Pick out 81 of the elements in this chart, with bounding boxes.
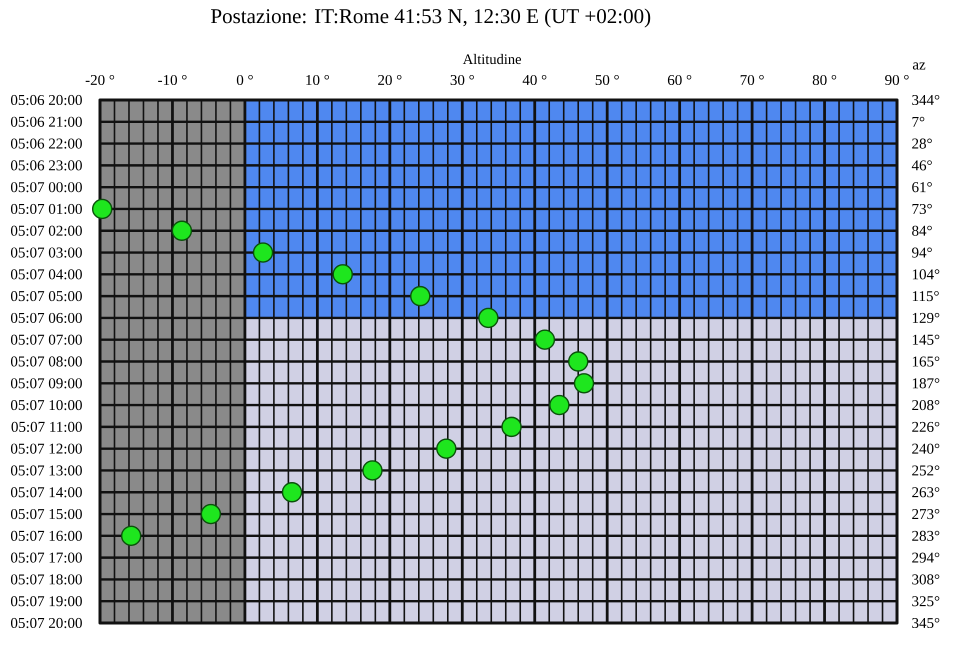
x-tick-label: 30 ° bbox=[450, 74, 474, 86]
y2-tick-label: 94° bbox=[912, 247, 932, 258]
point bbox=[436, 438, 457, 459]
y2-tick-label: 273° bbox=[912, 508, 940, 520]
y-tick-label: 05:06 20:00 bbox=[10, 94, 82, 106]
point bbox=[362, 460, 383, 481]
point bbox=[332, 264, 353, 285]
y2-tick-label: 187° bbox=[912, 378, 940, 388]
y2-tick-label: 226° bbox=[912, 422, 940, 432]
point bbox=[568, 351, 588, 372]
y-tick-label: 05:07 18:00 bbox=[10, 574, 82, 585]
y2-tick-label: 240° bbox=[912, 444, 940, 454]
x-axis-title: Altitudine bbox=[462, 54, 522, 64]
y-tick-label: 05:07 01:00 bbox=[10, 204, 82, 214]
point bbox=[410, 286, 430, 306]
y2-tick-label: 263° bbox=[912, 487, 940, 498]
y-tick-label: 05:07 04:00 bbox=[10, 269, 82, 280]
y2-tick-label: 104° bbox=[912, 269, 940, 280]
y2-tick-label: 145° bbox=[912, 334, 940, 345]
chart-title: Postazione: IT:Rome 41:53 N, 12:30 E (UT +02:00) bbox=[211, 8, 650, 28]
point bbox=[534, 330, 556, 350]
y-tick-label: 05:07 03:00 bbox=[10, 247, 82, 258]
y-tick-label: 05:07 19:00 bbox=[10, 596, 82, 606]
x-tick-label: 60 ° bbox=[668, 74, 692, 86]
x-tick-label: 40 ° bbox=[522, 74, 546, 86]
y-tick-label: 05:07 09:00 bbox=[10, 378, 82, 388]
y-tick-label: 05:06 21:00 bbox=[10, 116, 82, 127]
point bbox=[574, 373, 594, 394]
x-tick-label: 50 ° bbox=[596, 74, 619, 86]
point bbox=[478, 308, 499, 328]
y-tick-label: 05:07 05:00 bbox=[10, 291, 82, 302]
y-tick-label: 05:07 15:00 bbox=[10, 508, 82, 520]
point bbox=[501, 416, 522, 438]
y2-tick-label: 61° bbox=[912, 182, 932, 192]
point bbox=[172, 220, 192, 241]
x-tick-label: 90 ° bbox=[885, 74, 909, 86]
y2-tick-label: 84° bbox=[912, 226, 932, 236]
y-tick-label: 05:07 13:00 bbox=[10, 465, 82, 476]
y-tick-label: 05:07 10:00 bbox=[10, 400, 82, 410]
y-tick-label: 05:07 12:00 bbox=[10, 444, 82, 454]
point bbox=[200, 504, 222, 524]
y2-tick-label: 28° bbox=[912, 138, 932, 149]
x-tick-label: 10 ° bbox=[306, 74, 330, 86]
y-tick-label: 05:07 16:00 bbox=[10, 530, 82, 541]
y-tick-label: 05:06 23:00 bbox=[10, 160, 82, 170]
x-tick-label: 70 ° bbox=[740, 74, 764, 86]
x-tick-label: 80 ° bbox=[812, 74, 836, 86]
y2-tick-label: 325° bbox=[912, 596, 940, 606]
y2-tick-label: 344° bbox=[912, 94, 940, 106]
y-tick-label: 05:07 11:00 bbox=[12, 422, 82, 432]
y-tick-label: 05:06 22:00 bbox=[10, 138, 82, 149]
y-tick-label: 05:07 07:00 bbox=[10, 334, 82, 345]
point bbox=[549, 394, 570, 416]
y2-tick-label: 165° bbox=[912, 356, 940, 367]
x-tick-label: 20 ° bbox=[378, 74, 402, 86]
y-tick-label: 05:07 08:00 bbox=[10, 356, 82, 367]
point bbox=[120, 526, 142, 546]
y2-tick-label: 7° bbox=[912, 116, 924, 127]
point bbox=[92, 198, 112, 220]
y2-tick-label: 294° bbox=[912, 552, 940, 563]
y-tick-label: 05:07 06:00 bbox=[10, 312, 82, 324]
x-tick-label: -10 ° bbox=[158, 74, 187, 86]
y2-axis-title: az bbox=[912, 62, 926, 70]
point bbox=[282, 482, 302, 502]
y2-tick-label: 252° bbox=[912, 465, 940, 476]
y-tick-label: 05:07 00:00 bbox=[10, 182, 82, 192]
y-tick-label: 05:07 20:00 bbox=[10, 618, 82, 628]
x-tick-label: -20 ° bbox=[86, 74, 114, 86]
y2-tick-label: 129° bbox=[912, 312, 940, 323]
x-tick-label: 0 ° bbox=[236, 74, 253, 86]
y2-tick-label: 115° bbox=[912, 291, 939, 302]
y2-tick-label: 208° bbox=[912, 400, 940, 410]
y2-tick-label: 73° bbox=[912, 204, 932, 214]
y2-tick-label: 345° bbox=[912, 618, 940, 628]
y-tick-label: 05:07 02:00 bbox=[10, 226, 82, 236]
point bbox=[252, 242, 274, 263]
y-tick-label: 05:07 17:00 bbox=[10, 552, 82, 563]
y-tick-label: 05:07 14:00 bbox=[10, 487, 82, 498]
y2-tick-label: 46° bbox=[912, 160, 932, 170]
y2-tick-label: 308° bbox=[912, 574, 940, 584]
y2-tick-label: 283° bbox=[912, 530, 940, 541]
